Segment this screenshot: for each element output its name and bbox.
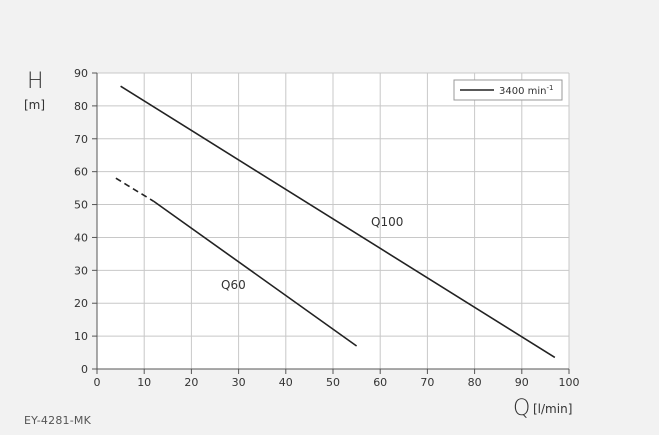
y-tick-label: 90: [74, 67, 88, 80]
y-axis-unit: [m]: [24, 98, 45, 112]
x-tick-label: 80: [468, 376, 482, 389]
x-tick-label: 50: [326, 376, 340, 389]
x-tick-label: 70: [420, 376, 434, 389]
y-tick-label: 40: [74, 231, 88, 244]
series-label-q60: Q60: [221, 278, 246, 292]
x-tick-label: 90: [515, 376, 529, 389]
y-tick-label: 30: [74, 264, 88, 277]
legend-box: [453, 79, 563, 101]
y-tick-label: 50: [74, 199, 88, 212]
x-tick-label: 20: [184, 376, 198, 389]
y-tick-label: 80: [74, 100, 88, 113]
series-q60-line: [153, 200, 358, 347]
y-axis-title: H: [27, 69, 44, 94]
x-tick-label: 10: [137, 376, 151, 389]
y-tick-label: 60: [74, 166, 88, 179]
series-label-q100: Q100: [371, 215, 403, 229]
tick-labels: 0 10 20 30 40 50 60 70 80 90 100 0 10 20 30 40 50 60 70 80 9…: [74, 67, 580, 389]
y-tick-label: 0: [81, 363, 88, 376]
grid: [97, 72, 570, 369]
x-tick-label: 0: [94, 376, 101, 389]
x-axis-unit: [l/min]: [533, 402, 572, 416]
series: [115, 85, 556, 359]
x-axis-title: Q: [513, 396, 530, 421]
y-tick-label: 20: [74, 297, 88, 310]
axes: [92, 72, 570, 374]
x-tick-label: 60: [373, 376, 387, 389]
series-q100-line: [120, 85, 556, 359]
series-q60-dashed-segment: [115, 177, 155, 202]
x-tick-label: 30: [232, 376, 246, 389]
x-tick-label: 100: [559, 376, 580, 389]
x-tick-label: 40: [279, 376, 293, 389]
y-tick-label: 70: [74, 133, 88, 146]
annotations: H [m] Q [l/min] Q100 Q60: [24, 69, 572, 421]
figure-code: EY-4281-MK: [24, 414, 92, 427]
y-tick-label: 10: [74, 330, 88, 343]
legend: 3400 min-1: [453, 79, 563, 101]
legend-label: 3400 min-1: [499, 84, 553, 97]
